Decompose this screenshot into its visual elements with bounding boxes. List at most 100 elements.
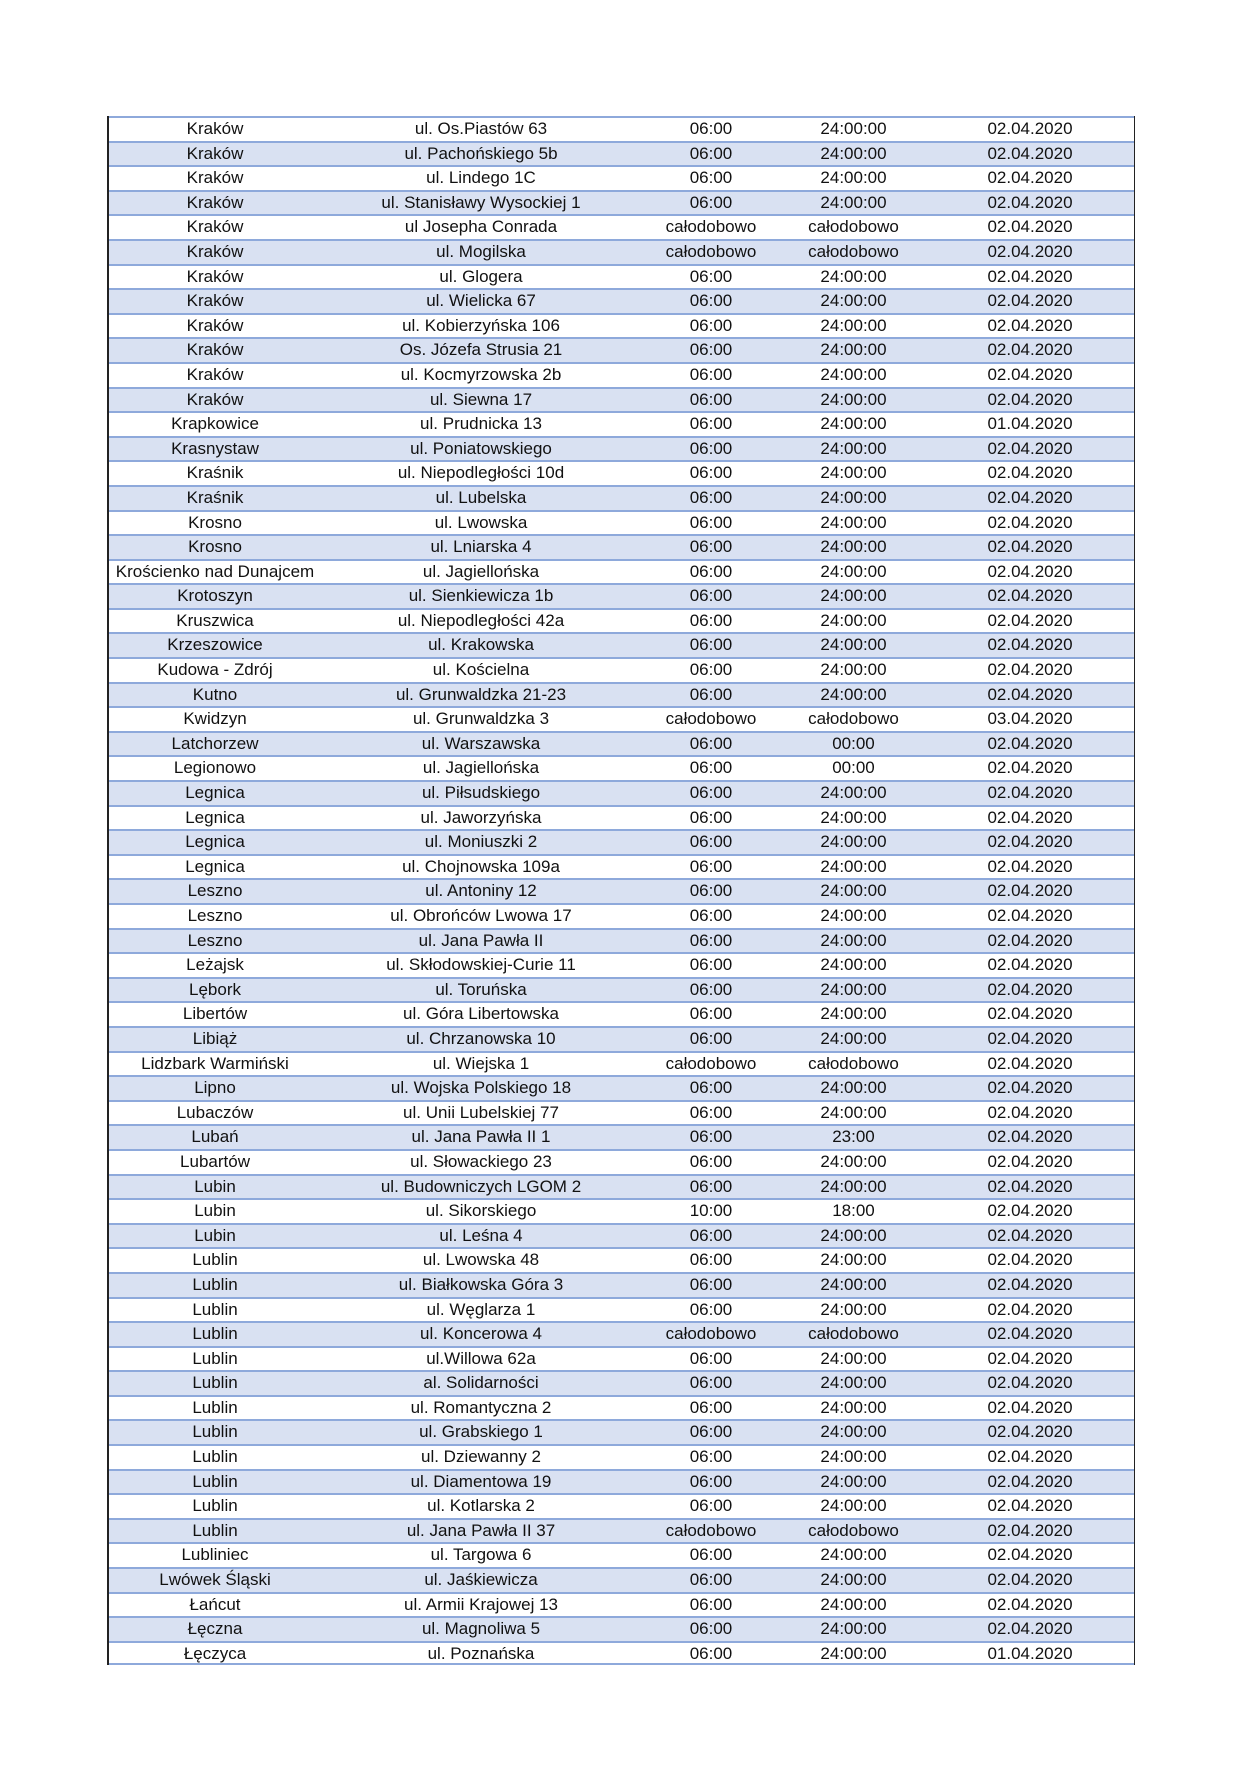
- open-time-cell: całodobowo: [665, 241, 757, 261]
- table-row: Łęczyca ul. Poznańska 06:00 24:00:00 01.04.2…: [109, 1640, 1134, 1666]
- city-cell: Kraków: [186, 143, 244, 163]
- table-row: Lublin ul. Dziewanny 2 06:00 24:00:00 02.04.…: [109, 1444, 1134, 1469]
- city-cell: Lublin: [192, 1397, 238, 1417]
- table-row: Lublin ul. Diamentowa 19 06:00 24:00:00 02.0…: [109, 1468, 1134, 1494]
- date-cell: 02.04.2020: [987, 586, 1073, 606]
- close-time-cell: 24:00:00: [820, 266, 887, 286]
- open-time-cell: 06:00: [689, 1176, 733, 1196]
- open-time-cell: całodobowo: [665, 1053, 757, 1073]
- close-time-cell: 23:00: [832, 1127, 875, 1147]
- close-time-cell: 24:00:00: [820, 364, 887, 384]
- table-row: Leszno ul. Antoniny 12 06:00 24:00:00 02.04.…: [109, 878, 1134, 903]
- city-cell: Lublin: [192, 1422, 238, 1442]
- city-cell: Legnica: [185, 832, 245, 852]
- close-time-cell: 24:00:00: [820, 635, 887, 655]
- open-time-cell: 06:00: [689, 1447, 733, 1467]
- table-row: Leżajsk ul. Skłodowskiej-Curie 11 06:00 24:…: [109, 952, 1134, 977]
- address-cell: ul. Unii Lubelskiej 77: [403, 1102, 559, 1122]
- close-time-cell: 24:00:00: [820, 414, 887, 434]
- city-cell: Legnica: [185, 807, 245, 827]
- open-time-cell: 06:00: [689, 1078, 733, 1098]
- address-cell: ul. Lwowska: [434, 512, 528, 532]
- table-row: Lidzbark Warmiński ul. Wiejska 1 całodobow…: [109, 1050, 1134, 1076]
- table-row: Lublin ul. Węglarza 1 06:00 24:00:00 02.04.2…: [109, 1296, 1134, 1322]
- table-row: Kudowa - Zdrój ul. Kościelna 06:00 24:00:00…: [109, 657, 1134, 682]
- table-row: Krosno ul. Lniarska 4 06:00 24:00:00 02.04.2…: [109, 534, 1134, 559]
- date-cell: 02.04.2020: [987, 1299, 1073, 1319]
- date-cell: 02.04.2020: [987, 1102, 1073, 1122]
- address-cell: ul. Glogera: [439, 266, 523, 286]
- table-row: Latchorzew ul. Warszawska 06:00 00:00 02.04.…: [109, 730, 1134, 756]
- address-cell: ul. Niepodległości 42a: [397, 610, 565, 630]
- address-cell: ul. Kocmyrzowska 2b: [400, 364, 562, 384]
- city-cell: Łęczyca: [183, 1643, 247, 1663]
- address-cell: ul. Grunwaldzka 21-23: [395, 684, 567, 704]
- table-row: Lublin ul. Białkowska Góra 3 06:00 24:00:00…: [109, 1271, 1134, 1297]
- open-time-cell: 06:00: [689, 684, 733, 704]
- table-row: Legnica ul. Jaworzyńska 06:00 24:00:00 02.04…: [109, 804, 1134, 830]
- city-cell: Lubartów: [180, 1151, 250, 1171]
- close-time-cell: 24:00:00: [820, 660, 887, 680]
- city-cell: Lublin: [192, 1324, 238, 1344]
- open-time-cell: 06:00: [689, 340, 733, 360]
- close-time-cell: 24:00:00: [820, 955, 887, 975]
- address-cell: al. Solidarności: [423, 1373, 539, 1393]
- city-cell: Lublin: [192, 1250, 238, 1270]
- open-time-cell: 06:00: [689, 881, 733, 901]
- open-time-cell: 06:00: [689, 463, 733, 483]
- city-cell: Kraków: [186, 364, 244, 384]
- date-cell: 02.04.2020: [987, 1447, 1073, 1467]
- city-cell: Leżajsk: [186, 955, 244, 975]
- address-cell: ul. Grunwaldzka 3: [412, 709, 550, 729]
- table-row: Lubin ul. Budowniczych LGOM 2 06:00 24:00:0…: [109, 1173, 1134, 1199]
- close-time-cell: 24:00:00: [820, 783, 887, 803]
- open-time-cell: 06:00: [689, 1422, 733, 1442]
- city-cell: Lipno: [194, 1078, 236, 1098]
- address-cell: ul. Romantyczna 2: [410, 1397, 552, 1417]
- date-cell: 02.04.2020: [987, 610, 1073, 630]
- close-time-cell: 24:00:00: [820, 1447, 887, 1467]
- close-time-cell: 24:00:00: [820, 881, 887, 901]
- city-cell: Kraśnik: [186, 487, 244, 507]
- close-time-cell: 24:00:00: [820, 586, 887, 606]
- close-time-cell: 24:00:00: [820, 930, 887, 950]
- date-cell: 02.04.2020: [987, 1201, 1073, 1221]
- close-time-cell: 24:00:00: [820, 1545, 887, 1565]
- table-row: Krościenko nad Dunajcem ul. Jagiellońska 0…: [109, 558, 1134, 584]
- table-row: Kruszwica ul. Niepodległości 42a 06:00 24:0…: [109, 607, 1134, 633]
- date-cell: 02.04.2020: [987, 266, 1073, 286]
- close-time-cell: 24:00:00: [820, 1422, 887, 1442]
- close-time-cell: 24:00:00: [820, 1299, 887, 1319]
- city-cell: Kruszwica: [176, 610, 254, 630]
- open-time-cell: 06:00: [689, 856, 733, 876]
- close-time-cell: 24:00:00: [820, 1250, 887, 1270]
- address-cell: ul. Chrzanowska 10: [406, 1028, 556, 1048]
- date-cell: 02.04.2020: [987, 364, 1073, 384]
- close-time-cell: 24:00:00: [820, 389, 887, 409]
- table-row: Kraków ul. Siewna 17 06:00 24:00:00 02.04.20…: [109, 386, 1134, 412]
- close-time-cell: 24:00:00: [820, 143, 887, 163]
- city-cell: Lublin: [192, 1496, 238, 1516]
- table-row: Lubin ul. Sikorskiego 10:00 18:00 02.04.2020: [109, 1198, 1134, 1223]
- open-time-cell: 06:00: [689, 1643, 733, 1663]
- address-cell: ul. Jaworzyńska: [420, 807, 542, 827]
- open-time-cell: 06:00: [689, 438, 733, 458]
- close-time-cell: 24:00:00: [820, 512, 887, 532]
- city-cell: Kudowa - Zdrój: [157, 660, 273, 680]
- date-cell: 02.04.2020: [987, 119, 1073, 138]
- table-row: Libiąż ul. Chrzanowska 10 06:00 24:00:00 02.…: [109, 1025, 1134, 1051]
- address-cell: ul. Wiejska 1: [432, 1053, 530, 1073]
- address-cell: ul. Słowackiego 23: [410, 1151, 552, 1171]
- city-cell: Leszno: [187, 881, 243, 901]
- table-row: Lublin ul. Koncerowa 4 całodobowo całodobow…: [109, 1321, 1134, 1346]
- table-row: Krapkowice ul. Prudnicka 13 06:00 24:00:00 0…: [109, 411, 1134, 436]
- locations-table: Kraków ul. Os.Piastów 63 06:00 24:00:00 02.0…: [107, 116, 1135, 1666]
- open-time-cell: 10:00: [689, 1201, 733, 1221]
- open-time-cell: 06:00: [689, 512, 733, 532]
- address-cell: ul. Grabskiego 1: [419, 1422, 543, 1442]
- open-time-cell: 06:00: [689, 906, 733, 925]
- open-time-cell: 06:00: [689, 143, 733, 163]
- open-time-cell: 06:00: [689, 733, 733, 753]
- date-cell: 02.04.2020: [987, 1397, 1073, 1417]
- city-cell: Lubań: [191, 1127, 239, 1147]
